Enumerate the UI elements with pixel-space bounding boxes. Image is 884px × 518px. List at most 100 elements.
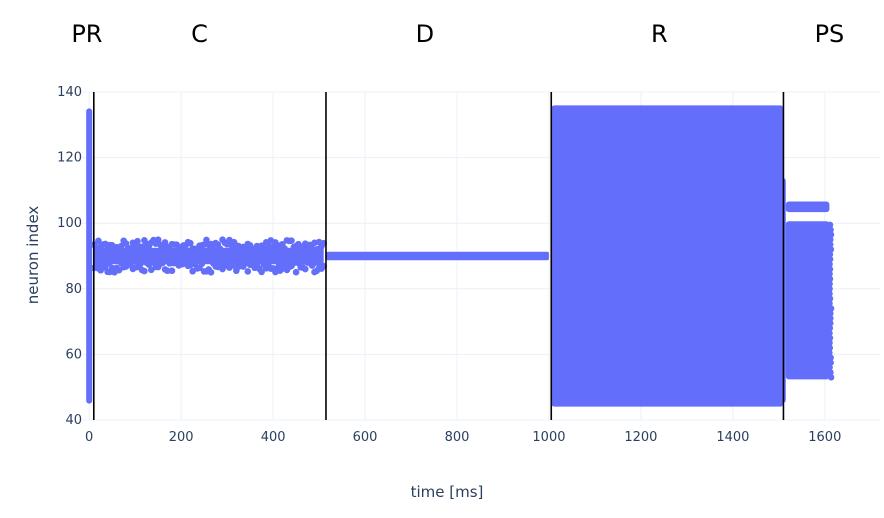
phase-label-ps: PS [815, 20, 845, 48]
spike-point [826, 334, 834, 342]
spike-point [827, 226, 834, 233]
spike-point [284, 253, 292, 261]
spike-point [827, 320, 834, 327]
spike-point [275, 260, 283, 267]
spike-point [827, 305, 835, 312]
spike-point [187, 239, 194, 247]
spike-point [216, 245, 224, 253]
spike-point [141, 267, 148, 275]
y-tick-label: 40 [65, 413, 82, 428]
spike-point [826, 349, 833, 356]
spike-point [207, 269, 215, 276]
spike-point [827, 310, 834, 317]
y-tick-label: 120 [57, 151, 82, 166]
spike-point [268, 248, 276, 256]
x-tick-label: 1000 [532, 430, 565, 445]
spike-point [826, 364, 833, 371]
spike-point [127, 245, 134, 252]
phase-boundaries [92, 92, 785, 420]
spike-point [236, 251, 244, 258]
spike-point [826, 275, 834, 283]
spike-point [826, 251, 834, 258]
x-tick-label: 400 [261, 430, 286, 445]
x-tick-label: 0 [85, 430, 93, 445]
spike-column [86, 108, 93, 404]
spike-point [826, 295, 834, 302]
spike-point [827, 354, 834, 361]
spike-point [826, 339, 833, 347]
spike-block [785, 201, 830, 213]
spike-point [826, 280, 833, 288]
spike-point [290, 259, 298, 267]
spike-point [826, 324, 834, 332]
spike-point [826, 344, 834, 352]
spike-point [826, 256, 834, 263]
spike-point [827, 315, 834, 322]
spike-band [325, 251, 549, 261]
spike-point [164, 267, 171, 275]
spike-point [826, 329, 833, 337]
spike-point [130, 256, 138, 263]
spike-point [293, 250, 301, 258]
spike-point [281, 245, 288, 252]
spike-point [827, 241, 834, 248]
x-tick-label: 200 [169, 430, 194, 445]
spike-point [134, 237, 141, 245]
spike-point [168, 267, 176, 275]
spike-point [154, 236, 162, 243]
spike-block [551, 105, 784, 407]
spike-point [301, 265, 309, 273]
y-tick-label: 100 [57, 216, 82, 231]
spike-point [243, 253, 250, 261]
spike-point [827, 246, 835, 253]
spike-point [119, 257, 126, 265]
spike-point [110, 257, 117, 264]
spike-point [166, 245, 173, 253]
spike-point [198, 260, 206, 268]
x-axis-title: time [ms] [411, 483, 484, 501]
spike-point [244, 268, 252, 275]
spike-point [826, 285, 833, 292]
y-tick-label: 60 [65, 347, 82, 362]
spike-point [277, 252, 285, 259]
spike-point [827, 231, 835, 238]
spike-point [826, 290, 833, 297]
phase-labels: PR C D R PS [71, 20, 844, 48]
phase-label-pr: PR [71, 20, 102, 48]
spike-point [183, 253, 191, 261]
spike-point [95, 237, 102, 245]
y-tick-label: 140 [57, 85, 82, 100]
phase-label-c: C [191, 20, 208, 48]
spike-point [292, 268, 300, 276]
spike-point [105, 260, 113, 267]
spike-point [156, 250, 163, 258]
spike-point [201, 253, 209, 261]
spike-point [826, 300, 833, 307]
spike-point [142, 249, 149, 257]
spike-point [288, 237, 295, 244]
spike-point [826, 265, 834, 273]
x-tick-label: 1200 [624, 430, 657, 445]
spike-point [827, 369, 834, 376]
x-tick-label: 1600 [808, 430, 841, 445]
spike-point [242, 245, 249, 253]
spike-point [827, 374, 835, 381]
x-tick-label: 600 [353, 430, 378, 445]
x-tick-label: 800 [445, 430, 470, 445]
x-tick-label: 1400 [716, 430, 749, 445]
y-tick-label: 80 [65, 282, 82, 297]
spike-point [137, 259, 145, 267]
spike-point [159, 259, 167, 267]
spike-block [785, 221, 830, 380]
spike-point [826, 261, 833, 268]
spike-point [827, 359, 834, 366]
spike-point [258, 268, 265, 276]
data-points [86, 105, 835, 407]
spike-point [826, 270, 833, 278]
spike-point [264, 257, 271, 264]
spike-point [827, 236, 834, 243]
spike-point [826, 221, 834, 229]
y-axis-title: neuron index [24, 206, 42, 305]
